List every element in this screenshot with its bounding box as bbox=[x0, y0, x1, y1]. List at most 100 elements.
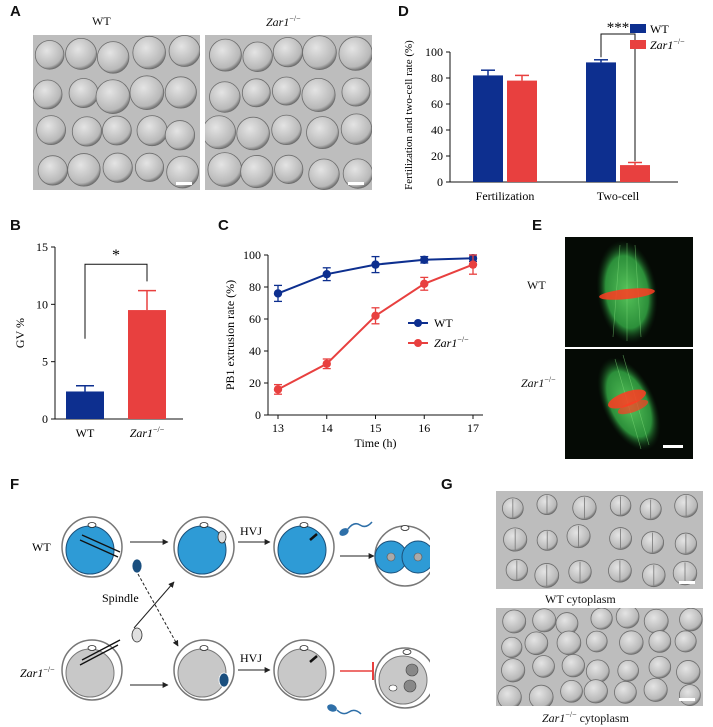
micrograph-cell bbox=[306, 116, 339, 150]
micrograph-cell bbox=[586, 630, 608, 653]
chart-d-significance-bracket bbox=[600, 33, 636, 162]
panel-label-e: E bbox=[532, 217, 543, 234]
micrograph-cell bbox=[71, 116, 103, 147]
chart-c-data-point bbox=[273, 289, 283, 298]
chart-d-bar bbox=[507, 80, 537, 182]
chart-c-x-tick-label: 16 bbox=[418, 421, 430, 435]
chart-b-bar bbox=[66, 391, 104, 419]
chart-c-data-point bbox=[322, 270, 331, 279]
micrograph-cell bbox=[679, 608, 703, 632]
micrograph-cell bbox=[68, 78, 99, 108]
scale-bar bbox=[679, 698, 695, 701]
chart-c-data-point bbox=[371, 311, 380, 320]
micrograph-cell bbox=[242, 41, 273, 72]
micrograph-zar1-oocytes bbox=[205, 35, 372, 190]
chart-d-fertilization: 0 20 40 60 80 100 Fertilization and two-cell r… bbox=[403, 20, 685, 203]
micrograph-cell bbox=[678, 684, 701, 706]
micrograph-cell bbox=[524, 631, 549, 656]
micrograph-cell bbox=[676, 660, 701, 685]
micrograph-cell bbox=[583, 679, 608, 704]
micrograph-cell bbox=[648, 655, 672, 679]
panel-g-caption-wt: WT cytoplasm bbox=[545, 592, 616, 606]
chart-d-y-label: Fertilization and two-cell rate (%) bbox=[403, 40, 415, 190]
micrograph-cell bbox=[132, 35, 166, 70]
chart-c-y-tick-label: 80 bbox=[249, 280, 261, 294]
micrograph-cell bbox=[102, 152, 133, 183]
chart-d-legend-label: WT bbox=[650, 22, 669, 36]
chart-c-x-label: Time (h) bbox=[355, 436, 397, 450]
chart-c-x-tick-label: 14 bbox=[321, 421, 333, 435]
chart-d-bar bbox=[620, 165, 650, 182]
micrograph-cell bbox=[674, 630, 697, 653]
scale-bar bbox=[348, 182, 364, 185]
chart-c-data-point bbox=[420, 255, 429, 264]
chart-d-category-label: Fertilization bbox=[476, 189, 535, 203]
micrograph-cell bbox=[274, 154, 304, 184]
micrograph-cell bbox=[643, 677, 668, 702]
micrograph-cell bbox=[33, 79, 63, 110]
micrograph-cell bbox=[648, 630, 672, 653]
micrograph-cell bbox=[272, 37, 304, 68]
chart-b-y-tick-label: 0 bbox=[42, 412, 48, 426]
micrograph-cell bbox=[614, 681, 637, 704]
micrograph-cell bbox=[65, 38, 97, 70]
micrograph-cell bbox=[164, 76, 197, 109]
micrograph-cell bbox=[561, 654, 585, 678]
panel-label-c: C bbox=[218, 217, 229, 234]
panel-e-row-zar1: Zar1−/− bbox=[521, 375, 556, 390]
scale-bar bbox=[679, 581, 695, 584]
micrograph-cell bbox=[302, 35, 337, 70]
micrograph-cell bbox=[643, 608, 669, 634]
micrograph-cell bbox=[532, 655, 555, 678]
chart-c-y-tick-label: 40 bbox=[249, 344, 261, 358]
micrograph-cell bbox=[134, 152, 165, 182]
chart-c-y-tick-label: 100 bbox=[243, 248, 261, 262]
micrograph-wt-cytoplasm bbox=[496, 491, 703, 589]
chart-d-category-label: Two-cell bbox=[597, 189, 640, 203]
chart-c-legend-marker bbox=[414, 319, 422, 327]
panel-label-g: G bbox=[441, 476, 453, 493]
micrograph-cell bbox=[619, 630, 644, 655]
chart-c-y-tick-label: 0 bbox=[255, 408, 261, 422]
chart-b-y-tick-label: 10 bbox=[36, 297, 48, 311]
fluorescence-zar1-spindle bbox=[565, 349, 693, 459]
panel-g-caption-zar1: Zar1−/− cytoplasm bbox=[542, 710, 629, 725]
diagram-row-zar1-label: Zar1−/− bbox=[20, 665, 55, 680]
micrograph-cell bbox=[338, 36, 372, 71]
micrograph-cell bbox=[95, 79, 131, 114]
chart-d-significance-mark: *** bbox=[607, 20, 630, 36]
micrograph-cell bbox=[501, 658, 526, 683]
micrograph-cell bbox=[497, 685, 522, 706]
micrograph-cell bbox=[528, 684, 554, 706]
micrograph-cell bbox=[102, 115, 132, 146]
micrograph-cell bbox=[236, 116, 270, 151]
chart-b-bar bbox=[128, 310, 166, 419]
panel-label-f: F bbox=[10, 476, 20, 493]
chart-d-bar bbox=[473, 75, 503, 182]
micrograph-cell bbox=[501, 636, 523, 659]
chart-c-data-point bbox=[273, 385, 283, 394]
chart-c-legend-label: Zar1−/− bbox=[434, 335, 469, 350]
chart-b-y-tick-label: 5 bbox=[42, 355, 48, 369]
micrograph-cell bbox=[301, 77, 336, 113]
micrograph-cell bbox=[556, 630, 582, 656]
chart-c-data-point bbox=[371, 260, 380, 269]
panel-e-row-wt: WT bbox=[527, 278, 546, 292]
micrograph-cell bbox=[209, 81, 241, 113]
chart-c-data-point bbox=[420, 279, 429, 288]
panel-a-caption-zar1: Zar1−/− bbox=[266, 14, 301, 29]
micrograph-cell bbox=[615, 608, 640, 629]
micrograph-cell bbox=[207, 152, 243, 187]
chart-c-y-tick-label: 20 bbox=[249, 376, 261, 390]
diagram-hvj-label-wt: HVJ bbox=[240, 524, 262, 538]
micrograph-cell bbox=[241, 78, 271, 108]
chart-c-pb1: 0 20 40 60 80 100 13 14 15 16 17 Time (h) PB1 extrus… bbox=[223, 248, 483, 450]
micrograph-cell bbox=[271, 114, 302, 146]
micrograph-cell bbox=[585, 659, 610, 684]
chart-c-y-label: PB1 extrusion rate (%) bbox=[223, 280, 237, 390]
chart-d-y-tick-label: 0 bbox=[437, 175, 443, 189]
micrograph-cell bbox=[617, 659, 639, 682]
chart-d-y-tick-label: 60 bbox=[431, 97, 443, 111]
diagram-f-spindle-transfer: WT Zar1−/− Spindle HVJ HVJ bbox=[20, 516, 430, 715]
panel-label-d: D bbox=[398, 3, 409, 20]
